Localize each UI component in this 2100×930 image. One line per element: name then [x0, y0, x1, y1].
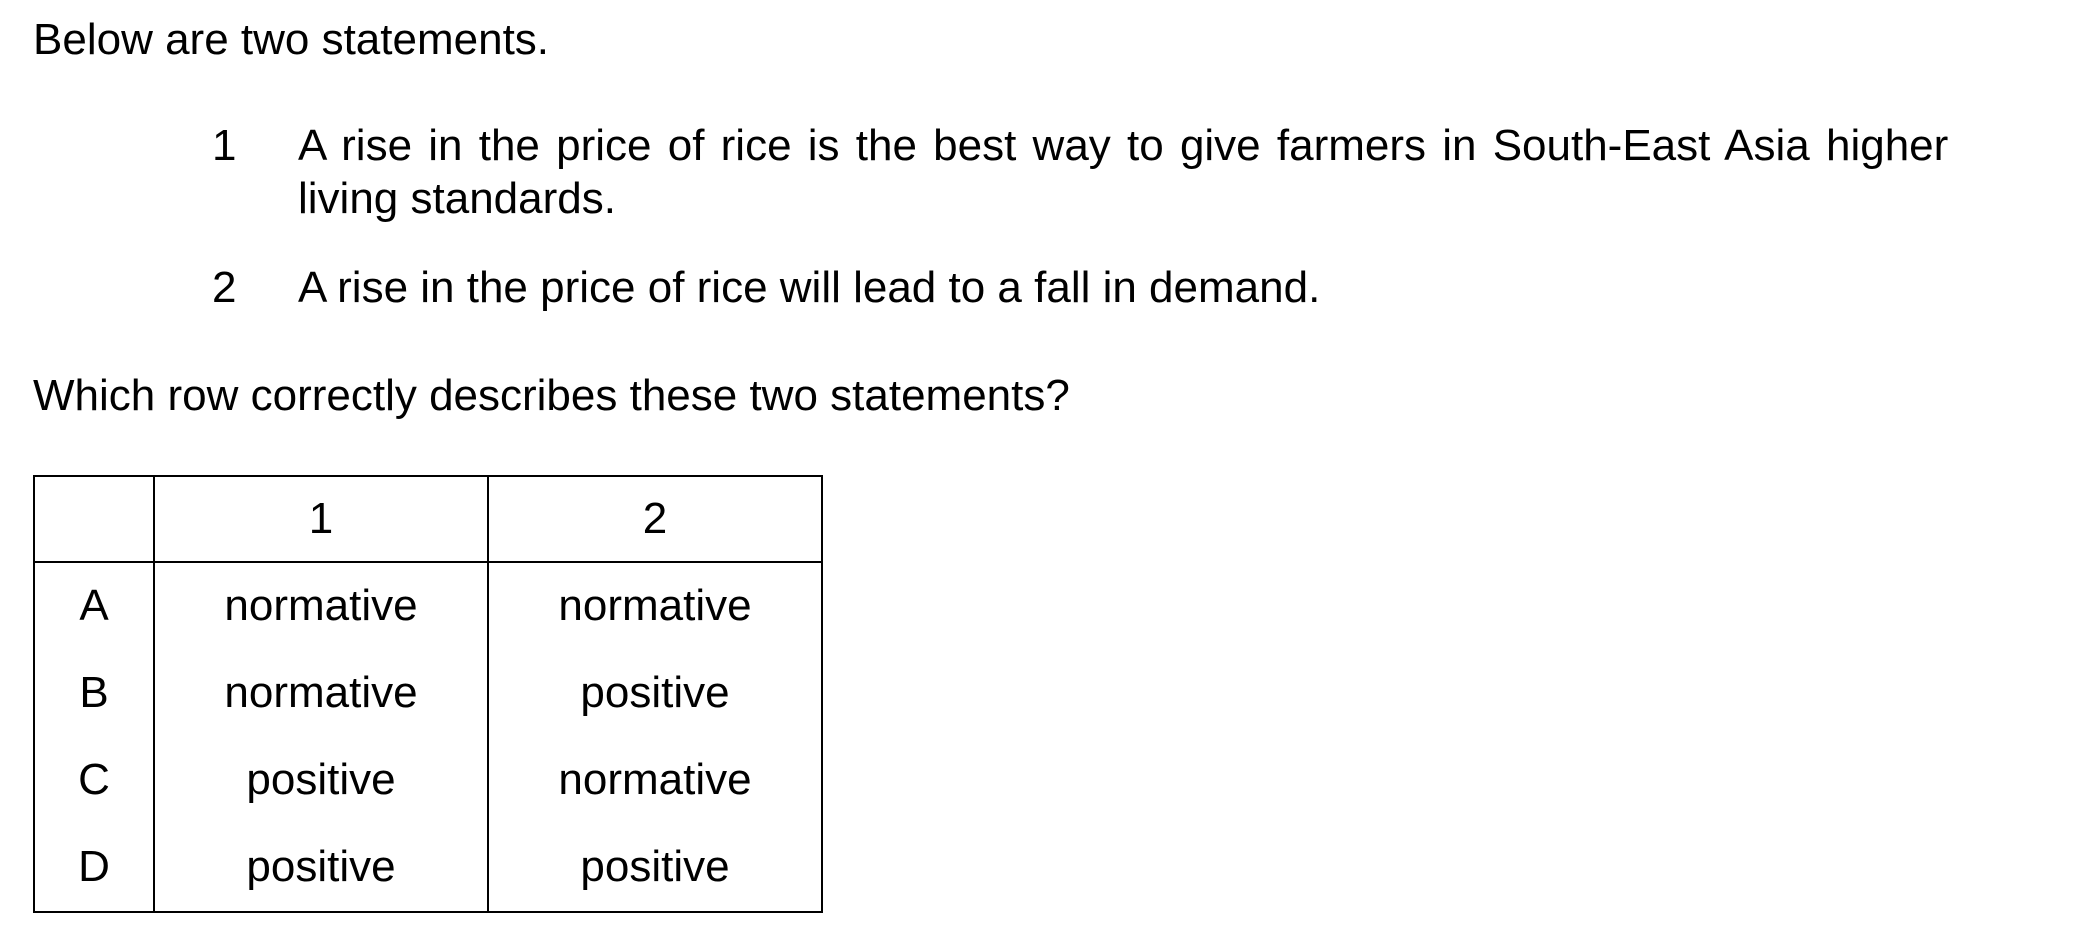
option-letter: C [34, 737, 155, 824]
statement-text-line: living standards. [298, 174, 616, 223]
table-row[interactable]: A normative normative [34, 562, 822, 650]
table-cell: normative [558, 755, 752, 805]
table-cell: positive [580, 842, 730, 892]
table-cell: normative [154, 650, 489, 737]
question-text: Which row correctly describes these two … [33, 371, 1070, 420]
table-row[interactable]: B normative positive [34, 650, 822, 737]
option-letter: D [34, 824, 155, 912]
table-cell: positive [580, 668, 730, 718]
table-header-cell: 2 [488, 476, 822, 563]
table-cell: positive [154, 824, 489, 912]
table-cell: normative [154, 562, 489, 650]
table-header-row: 1 2 [34, 476, 822, 563]
option-letter: B [34, 650, 155, 737]
table-cell: normative [558, 581, 752, 631]
table-row[interactable]: D positive positive [34, 824, 822, 912]
statement-number: 1 [212, 121, 237, 170]
option-letter: A [34, 562, 155, 650]
table-header-cell: 1 [154, 476, 489, 563]
statement-number: 2 [212, 263, 237, 312]
table-row[interactable]: C positive normative [34, 737, 822, 824]
answer-table: 1 2 A normative normative B normative po… [33, 475, 823, 913]
statement-text-line: A rise in the price of rice is the best … [298, 121, 1949, 170]
intro-text: Below are two statements. [33, 15, 550, 64]
statement-text-line: A rise in the price of rice will lead to… [298, 263, 1321, 312]
table-header-cell [34, 476, 155, 563]
table-cell: positive [154, 737, 489, 824]
